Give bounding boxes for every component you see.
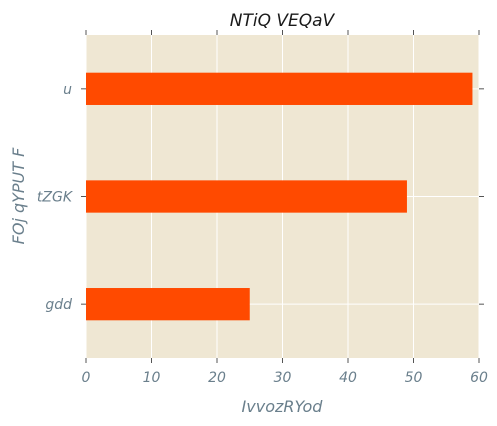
x-tick-label: 40	[339, 370, 357, 386]
x-axis-ticks: 0 10 20 30 40 50 60	[82, 30, 488, 386]
chart-title: NTiQ VEQaV	[230, 11, 336, 31]
x-axis-label: IvvozRYod	[242, 397, 324, 416]
x-tick-label: 10	[143, 370, 161, 386]
x-tick-label: 60	[470, 370, 488, 386]
bars	[86, 72, 473, 321]
y-tick-label: gdd	[45, 297, 72, 313]
y-axis-ticks: gdd tZGK u	[37, 82, 484, 313]
y-tick-label: tZGK	[37, 190, 74, 206]
y-tick-label: u	[63, 82, 72, 98]
x-tick-label: 30	[274, 370, 292, 386]
bar-u	[86, 72, 473, 105]
bar-tZGK	[86, 180, 407, 213]
y-axis-label: FOj qYPUT F	[9, 147, 28, 244]
bar-gdd	[86, 288, 250, 321]
x-tick-label: 0	[82, 370, 91, 386]
x-tick-label: 20	[208, 370, 226, 386]
x-tick-label: 50	[405, 370, 423, 386]
